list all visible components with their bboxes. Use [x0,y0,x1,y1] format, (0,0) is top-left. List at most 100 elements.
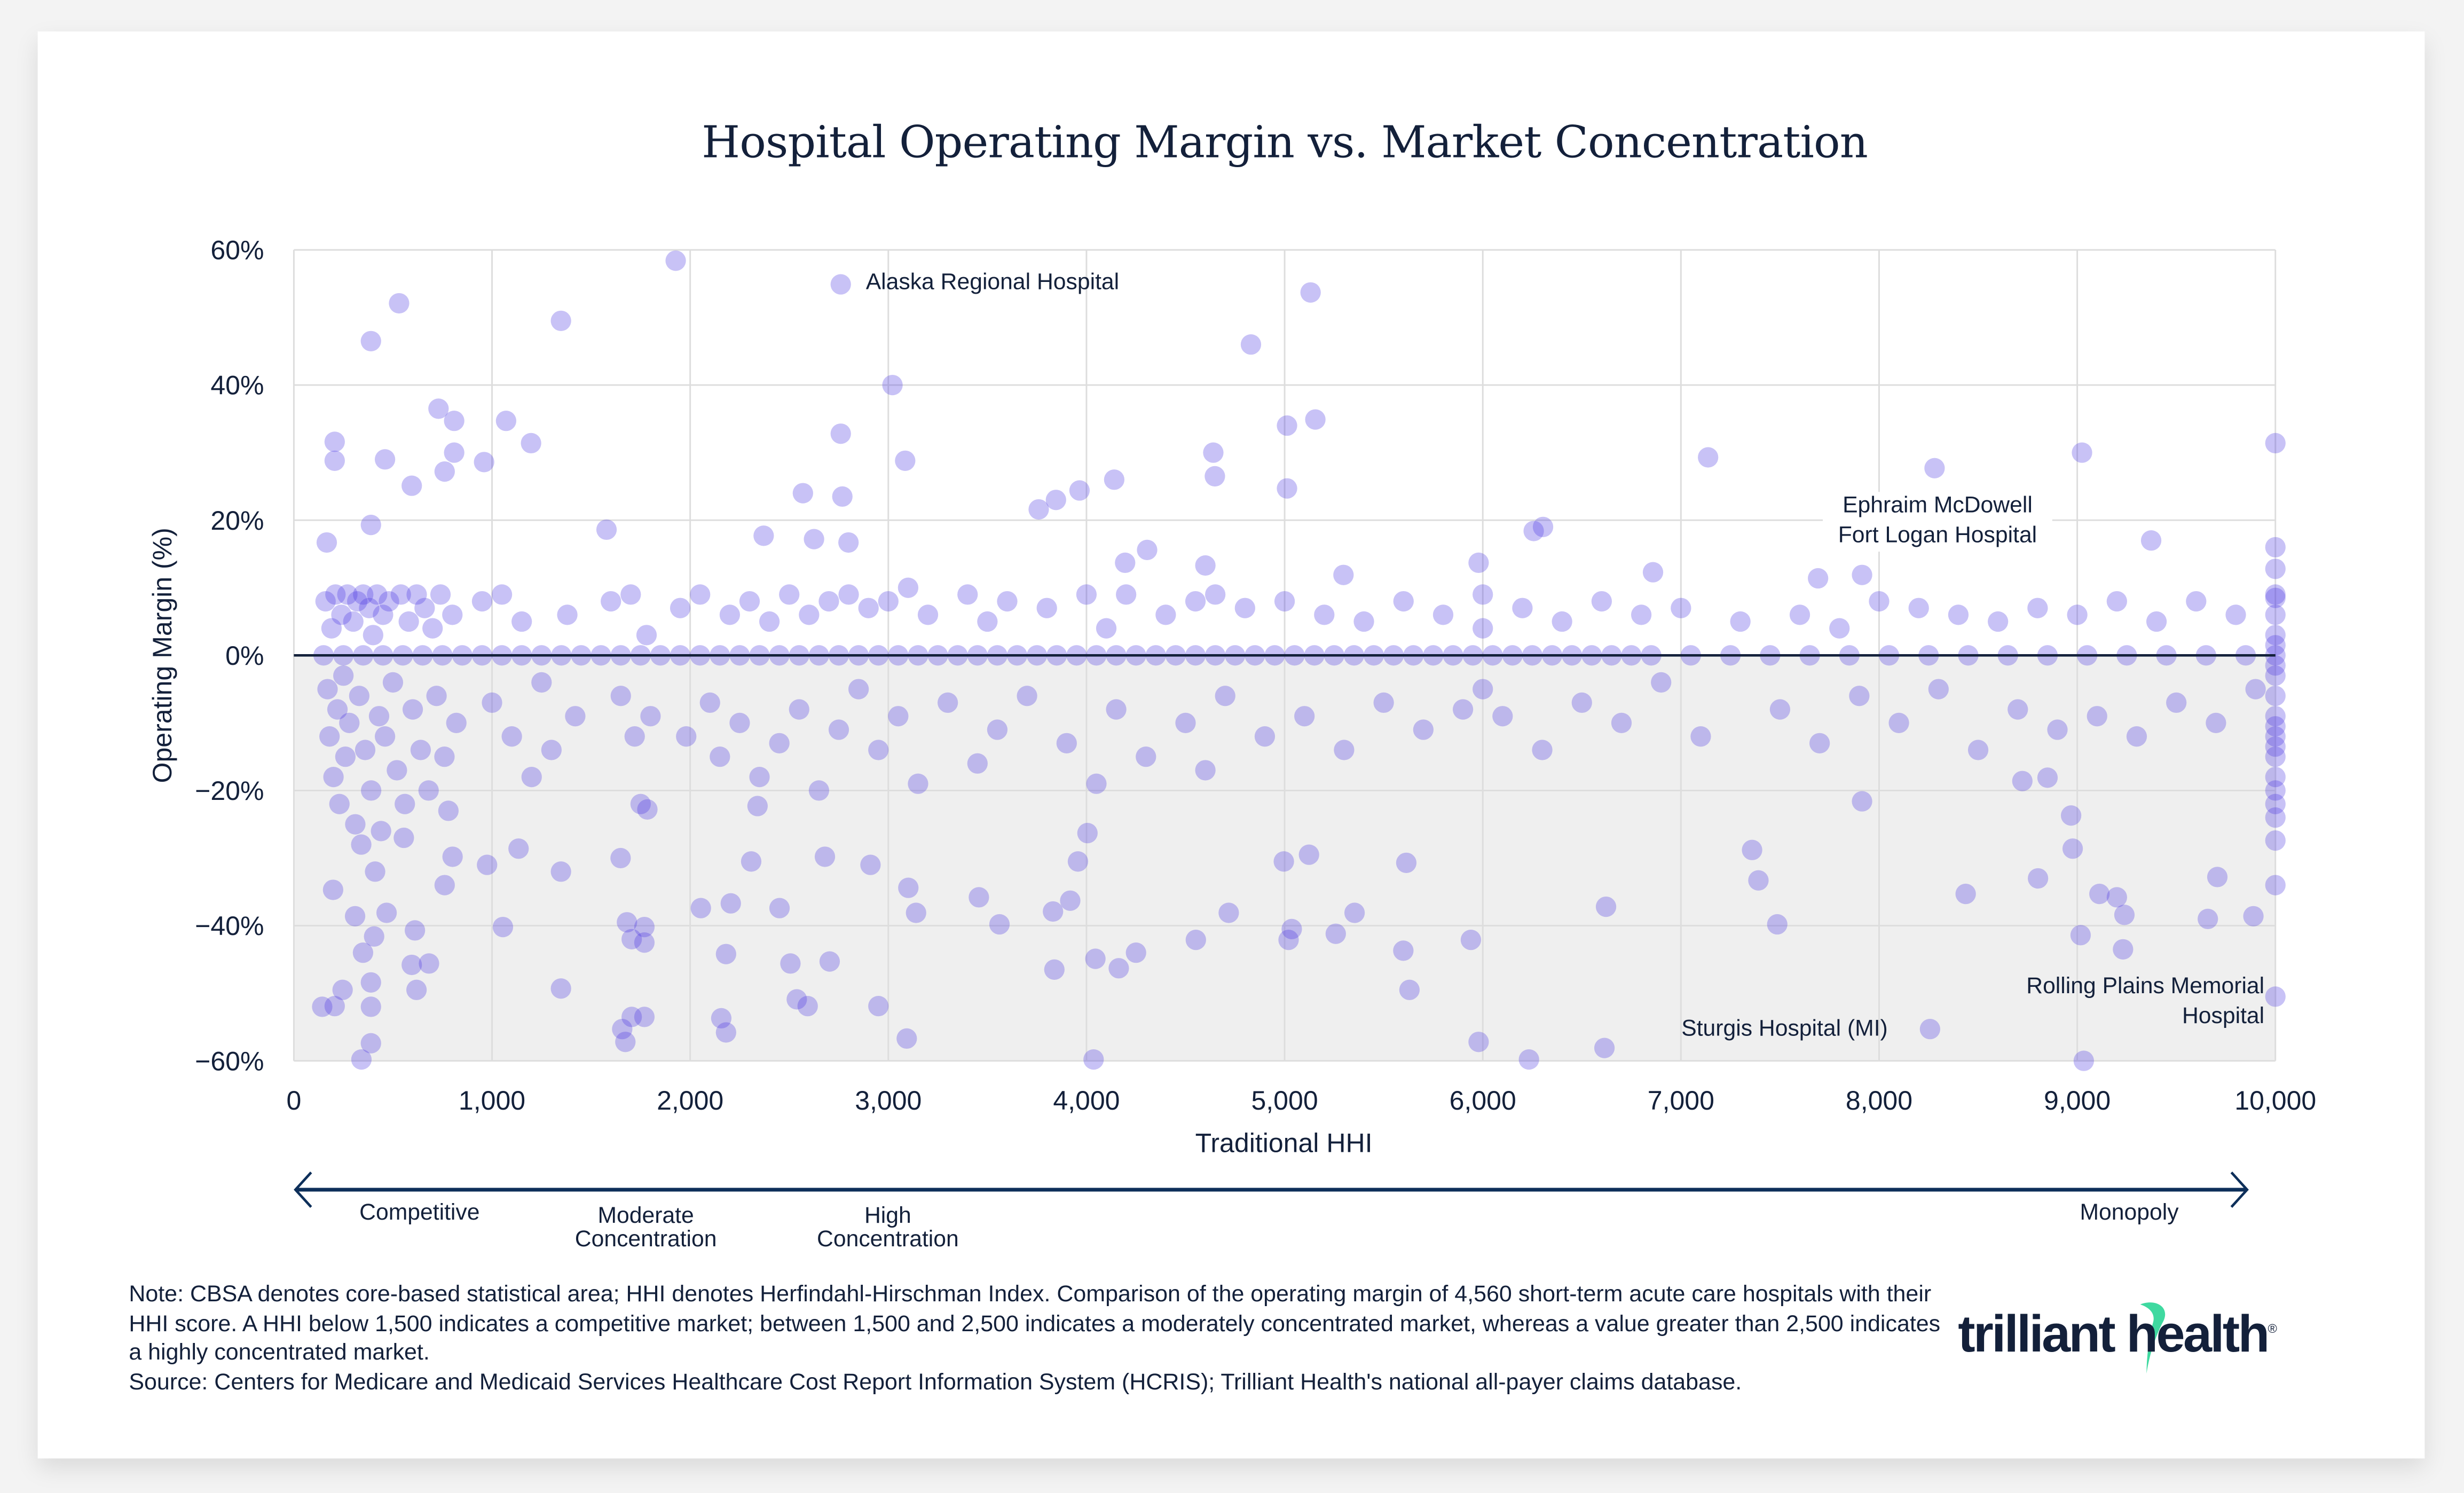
data-point [1552,611,1572,632]
data-point [364,926,384,947]
data-point [1203,442,1224,463]
data-point [414,598,435,618]
data-point [1205,584,1226,605]
data-point [1077,823,1098,844]
data-point [438,800,459,821]
data-point [1460,929,1482,950]
data-point [321,618,342,639]
data-point [482,692,502,713]
data-point [402,475,422,496]
data-point [1115,552,1136,573]
data-point [1353,611,1374,632]
data-point [1056,733,1077,753]
data-point [741,851,762,872]
data-point [769,733,790,753]
data-point [818,591,839,612]
data-point [1298,844,1319,865]
data-point [395,793,415,814]
data-point [1671,598,1691,618]
data-point [1852,564,1872,585]
data-point [1432,604,1454,625]
data-point [471,591,493,612]
data-point [1767,914,1788,935]
data-point [329,793,350,814]
y-tick-label: −40% [195,911,264,941]
data-point [406,584,427,605]
y-tick-label: 40% [210,371,264,400]
data-point [444,442,465,463]
x-tick-label: 0 [286,1086,301,1115]
data-point [1334,740,1355,760]
data-point [324,450,345,471]
y-tick-label: 60% [210,235,264,265]
data-point [2047,719,2068,740]
data-point [446,712,467,734]
data-point [557,604,578,625]
data-point [434,746,455,767]
data-point [1829,618,1850,639]
data-point [368,706,390,727]
data-point [410,740,431,760]
data-point [1294,706,1315,727]
data-point [665,250,686,271]
data-point [331,604,352,625]
data-point [393,827,414,848]
data-point [1473,618,1493,639]
data-point [617,912,637,933]
data-point [636,625,657,646]
data-point [343,611,364,632]
data-point [316,532,337,553]
data-point [1748,870,1769,891]
data-point [351,834,372,855]
data-point [1928,679,1949,700]
data-point [621,929,642,949]
data-point [720,893,741,914]
data-point [1234,598,1255,618]
data-point [1300,282,1321,303]
data-point [374,449,396,470]
data-point [2126,726,2147,747]
data-point [374,726,396,747]
data-point [2198,908,2218,930]
data-point [1769,699,1791,720]
data-point [676,726,697,747]
data-point [434,875,455,895]
data-point [390,584,411,605]
data-point [1571,692,1592,713]
data-point [325,584,346,605]
data-point [868,996,889,1017]
data-point [1136,746,1156,767]
data-point [710,746,730,767]
data-point [418,780,439,801]
data-point [1085,948,1106,969]
data-point [634,1007,655,1027]
data-point [422,618,443,639]
data-point [2265,635,2286,656]
data-point [699,692,720,713]
data-point [612,1019,633,1040]
data-point [1518,1049,1539,1070]
range-label-high: High Concentration [817,1204,959,1253]
data-point [349,686,369,706]
data-point [1393,940,1414,961]
data-point [1631,604,1652,625]
data-point [2087,706,2107,727]
data-point [344,906,366,926]
data-point [2207,867,2228,887]
data-point [565,706,586,727]
data-point [1742,839,1762,860]
data-point [1060,890,1081,911]
data-point [376,902,397,923]
data-point [1116,584,1137,605]
data-point [511,611,532,632]
data-point [1045,490,1066,510]
data-point [1492,706,1513,727]
data-point [969,887,989,908]
data-point [347,591,368,612]
data-point [753,525,774,546]
data-point [2265,875,2286,895]
data-point [832,486,853,507]
footnote: Note: CBSA denotes core-based statistica… [129,1281,1951,1397]
data-point [690,898,711,918]
